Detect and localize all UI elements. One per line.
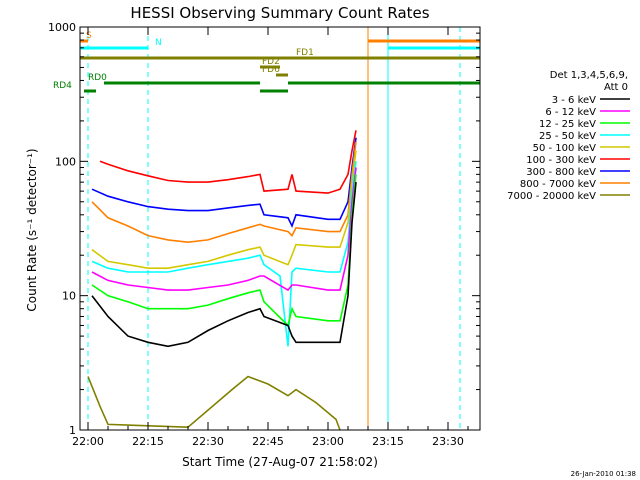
series-line-0: [99, 130, 357, 194]
legend-label-1: 6 - 12 keV: [545, 107, 596, 118]
flag-label-s: S: [86, 31, 92, 41]
flag-label-rd4: RD4: [53, 81, 72, 91]
series-line-1: [91, 137, 357, 229]
y-axis-label: Count Rate (s⁻¹ detector⁻¹): [25, 148, 39, 311]
flag-label-rd0: RD0: [88, 73, 107, 83]
legend-label-6: 300 - 800 keV: [526, 167, 596, 178]
legend-label-2: 12 - 25 keV: [539, 119, 596, 130]
legend-label-8: 7000 - 20000 keV: [507, 191, 596, 202]
y-tick-label-2: 100: [55, 155, 76, 168]
flag-label-fd1: FD1: [296, 48, 314, 58]
series-line-6: [91, 174, 357, 328]
plot-frame: [79, 26, 481, 431]
legend-label-5: 100 - 300 keV: [526, 155, 596, 166]
legend-label-3: 25 - 50 keV: [539, 131, 596, 142]
x-tick-label-6: 23:30: [432, 435, 464, 448]
series-line-4: [91, 161, 357, 347]
series-line-8: [87, 375, 341, 431]
legend-header-1: Att 0: [604, 82, 628, 93]
x-tick-label-3: 22:45: [252, 435, 284, 448]
y-tick-label-1: 10: [62, 290, 76, 303]
x-tick-label-4: 23:00: [312, 435, 344, 448]
x-axis: 22:00 22:15 22:30 22:45 23:00 23:15 23:30: [72, 27, 469, 448]
series-line-3: [91, 150, 357, 269]
x-tick-label-2: 22:30: [192, 435, 224, 448]
x-tick-label-1: 22:15: [132, 435, 164, 448]
legend-label-0: 3 - 6 keV: [552, 95, 596, 106]
x-axis-label: Start Time (27-Aug-07 21:58:02): [182, 455, 378, 469]
legend-header-0: Det 1,3,4,5,6,9,: [550, 70, 628, 81]
flag-label-fd2: FD2: [262, 57, 280, 67]
y-axis: 1 10 100 1000: [48, 21, 480, 437]
y-tick-label-0: 1: [69, 424, 76, 437]
footer-stamp: 26-Jan-2010 01:38: [571, 470, 636, 478]
x-tick-label-0: 22:00: [72, 435, 104, 448]
series-line-7: [91, 182, 357, 348]
flag-label-n: N: [155, 38, 162, 48]
series-line-2: [91, 141, 357, 244]
chart-title: HESSI Observing Summary Count Rates: [130, 4, 429, 22]
series-line-5: [91, 167, 357, 292]
flag-label-fd6: FD6: [262, 65, 280, 75]
legend-label-4: 50 - 100 keV: [533, 143, 597, 154]
legend-label-7: 800 - 7000 keV: [520, 179, 596, 190]
x-tick-label-5: 23:15: [372, 435, 404, 448]
y-tick-label-3: 1000: [48, 21, 76, 34]
